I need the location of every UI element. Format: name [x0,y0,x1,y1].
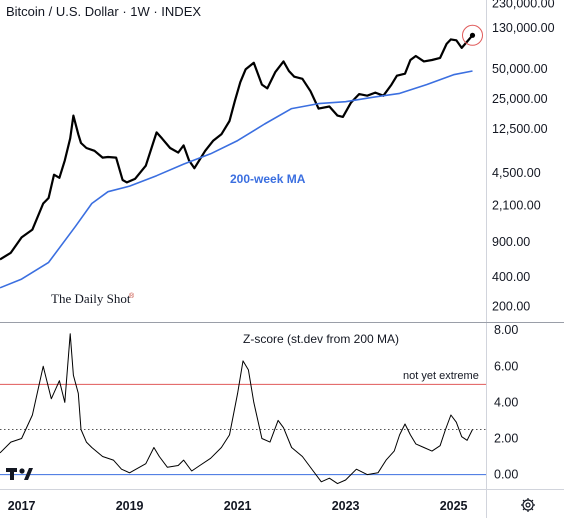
price-tick-label: 2,100.00 [492,199,541,213]
price-tick-label: 230,000.00 [492,0,555,11]
price-tick-label: 400.00 [492,270,530,284]
gear-icon[interactable] [521,498,535,512]
zscore-tick-label: 4.00 [494,395,518,409]
series-layer [0,24,483,485]
current-price-dot [469,32,476,38]
zscore-line [0,333,473,485]
price-tick-label: 4,500.00 [492,166,541,180]
time-axis[interactable]: 2017 2019 2021 2023 2025 [8,499,468,513]
reference-lines [0,383,486,476]
time-tick-label: 2017 [8,499,36,513]
zscore-tick-label: 6.00 [494,359,518,373]
price-tick-label: 130,000.00 [492,21,555,35]
chart-title: Bitcoin / U.S. Dollar · 1W · INDEX [6,4,201,19]
zscore-tick-label: 0.00 [494,468,518,482]
price-line [0,34,474,261]
price-tick-label: 25,000.00 [492,92,548,106]
zscore-axis[interactable]: 8.00 6.00 4.00 2.00 0.00 [494,323,518,481]
zscore-tick-label: 8.00 [494,323,518,337]
tradingview-logo-icon[interactable] [6,468,33,480]
current-price-ring [462,24,483,46]
price-axis[interactable]: 230,000.00 130,000.00 50,000.00 25,000.00 12… [492,0,555,314]
daily-shot-logo: The Daily Shot ® [51,291,135,306]
price-tick-label: 200.00 [492,300,530,314]
not-yet-extreme-annotation: not yet extreme [403,370,479,382]
price-tick-label: 50,000.00 [492,62,548,76]
brand-mark: ® [129,292,135,300]
ma-annotation: 200-week MA [230,172,306,186]
zscore-tick-label: 2.00 [494,431,518,445]
time-tick-label: 2023 [332,499,360,513]
ma-200-week-line [0,70,473,289]
time-tick-label: 2021 [224,499,252,513]
price-tick-label: 900.00 [492,235,530,249]
brand-name: The Daily Shot [51,291,131,306]
time-tick-label: 2019 [116,499,144,513]
price-tick-label: 12,500.00 [492,122,548,136]
zscore-title: Z-score (st.dev from 200 MA) [243,332,399,346]
time-tick-label: 2025 [440,499,468,513]
